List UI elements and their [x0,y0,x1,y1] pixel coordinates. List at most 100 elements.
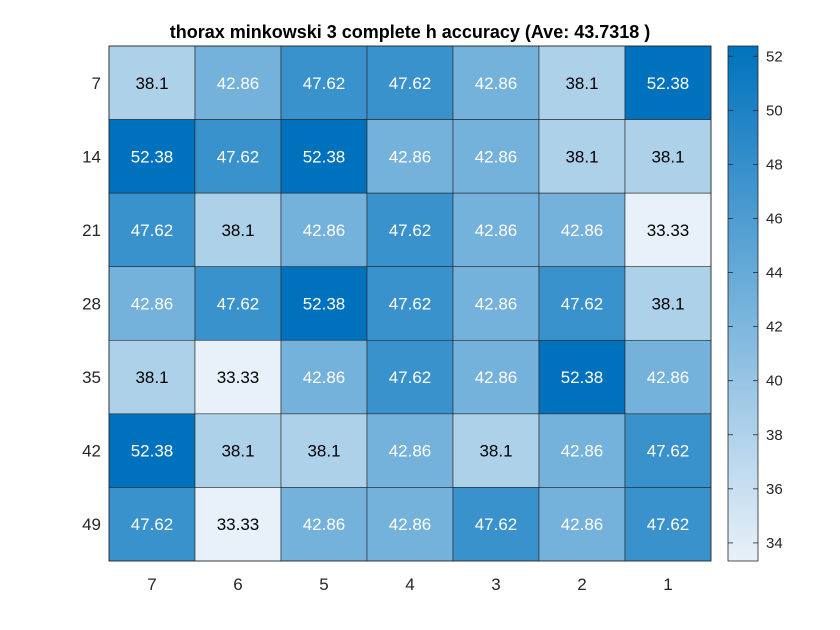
heatmap-cell [108,413,196,488]
heatmap-cell [624,119,712,194]
cell-value-label: 38.1 [565,74,598,93]
y-tick-label: 21 [82,221,101,240]
heatmap-cell [280,487,368,562]
cell-value-label: 42.86 [389,147,432,166]
cell-value-label: 42.86 [475,147,518,166]
colorbar-tick-label: 46 [766,210,783,227]
heatmap-cell [280,192,368,268]
cell-value-label: 42.86 [131,295,174,314]
colorbar-tick-label: 42 [766,319,783,336]
chart-title: thorax minkowski 3 complete h accuracy (… [170,22,651,42]
heatmap-cell [366,266,454,341]
y-tick-label: 42 [82,442,101,461]
heatmap-cells: 38.1 42.86 47.62 47.62 42.86 38.1 52.38 52.38 47… [108,45,712,562]
cell-value-label: 52.38 [303,147,346,166]
cell-value-label: 38.1 [221,221,254,240]
heatmap-cell [452,413,540,488]
heatmap-cell [366,192,454,268]
cell-value-label: 38.1 [651,147,684,166]
cell-value-label: 42.86 [389,442,432,461]
heatmap-cell [538,487,626,562]
cell-value-label: 47.62 [647,515,690,534]
heatmap-cell [624,413,712,488]
heatmap-cell [538,266,626,341]
cell-value-label: 33.33 [217,515,260,534]
y-axis-tick-labels: 7 14 21 28 35 42 49 [82,74,101,534]
cell-value-label: 52.38 [561,368,604,387]
cell-value-label: 47.62 [389,368,432,387]
colorbar-gradient [727,45,759,562]
cell-value-label: 47.62 [389,221,432,240]
colorbar-tick-label: 36 [766,481,783,498]
cell-value-label: 47.62 [217,147,260,166]
heatmap-cell [452,45,540,120]
x-tick-label: 5 [319,575,328,594]
x-tick-label: 4 [405,575,414,594]
heatmap-cell [452,487,540,562]
cell-value-label: 47.62 [131,515,174,534]
heatmap-cell [194,413,282,488]
cell-value-label: 52.38 [647,74,690,93]
colorbar-tick-label: 52 [766,48,783,65]
colorbar: 34 36 38 40 42 44 46 48 50 52 [727,45,783,562]
cell-value-label: 38.1 [135,74,168,93]
cell-value-label: 42.86 [561,515,604,534]
heatmap-cell [108,45,196,120]
heatmap-cell [108,266,196,341]
cell-value-label: 33.33 [217,368,260,387]
y-tick-label: 7 [92,74,101,93]
colorbar-tick-label: 50 [766,102,783,119]
cell-value-label: 38.1 [135,368,168,387]
cell-value-label: 42.86 [217,74,260,93]
x-tick-label: 2 [577,575,586,594]
cell-value-label: 52.38 [131,442,174,461]
cell-value-label: 42.86 [647,368,690,387]
colorbar-tick-label: 40 [766,373,783,390]
y-tick-label: 35 [82,368,101,387]
heatmap-cell [538,45,626,120]
heatmap-cell [624,192,712,268]
y-tick-label: 49 [82,515,101,534]
heatmap-cell [538,119,626,194]
cell-value-label: 47.62 [131,221,174,240]
heatmap-cell [108,339,196,415]
y-tick-label: 14 [82,147,101,166]
cell-value-label: 47.62 [647,442,690,461]
x-tick-label: 6 [233,575,242,594]
heatmap-cell [624,339,712,415]
heatmap-cell [624,487,712,562]
heatmap-cell [452,192,540,268]
heatmap-cell [624,266,712,341]
cell-value-label: 38.1 [307,442,340,461]
heatmap-cell [108,487,196,562]
heatmap-cell [366,413,454,488]
colorbar-tick-label: 44 [766,265,783,282]
colorbar-tick-label: 34 [766,535,783,552]
heatmap-cell [366,487,454,562]
cell-value-label: 47.62 [561,295,604,314]
heatmap-cell [108,119,196,194]
colorbar-tick-label: 38 [766,427,783,444]
heatmap-cell [452,119,540,194]
x-axis-tick-labels: 7 6 5 4 3 2 1 [147,575,672,594]
cell-value-label: 47.62 [217,295,260,314]
heatmap-cell [538,192,626,268]
x-tick-label: 3 [491,575,500,594]
cell-value-label: 52.38 [131,147,174,166]
heatmap-cell [194,266,282,341]
cell-value-label: 42.86 [475,295,518,314]
cell-value-label: 42.86 [303,368,346,387]
heatmap-cell [366,45,454,120]
cell-value-label: 47.62 [475,515,518,534]
cell-value-label: 42.86 [561,221,604,240]
cell-value-label: 52.38 [303,295,346,314]
x-tick-label: 7 [147,575,156,594]
colorbar-tick-label: 48 [766,156,783,173]
heatmap-cell [280,119,368,194]
cell-value-label: 38.1 [479,442,512,461]
cell-value-label: 42.86 [561,442,604,461]
y-tick-label: 28 [82,295,101,314]
cell-value-label: 33.33 [647,221,690,240]
heatmap-cell [194,45,282,120]
